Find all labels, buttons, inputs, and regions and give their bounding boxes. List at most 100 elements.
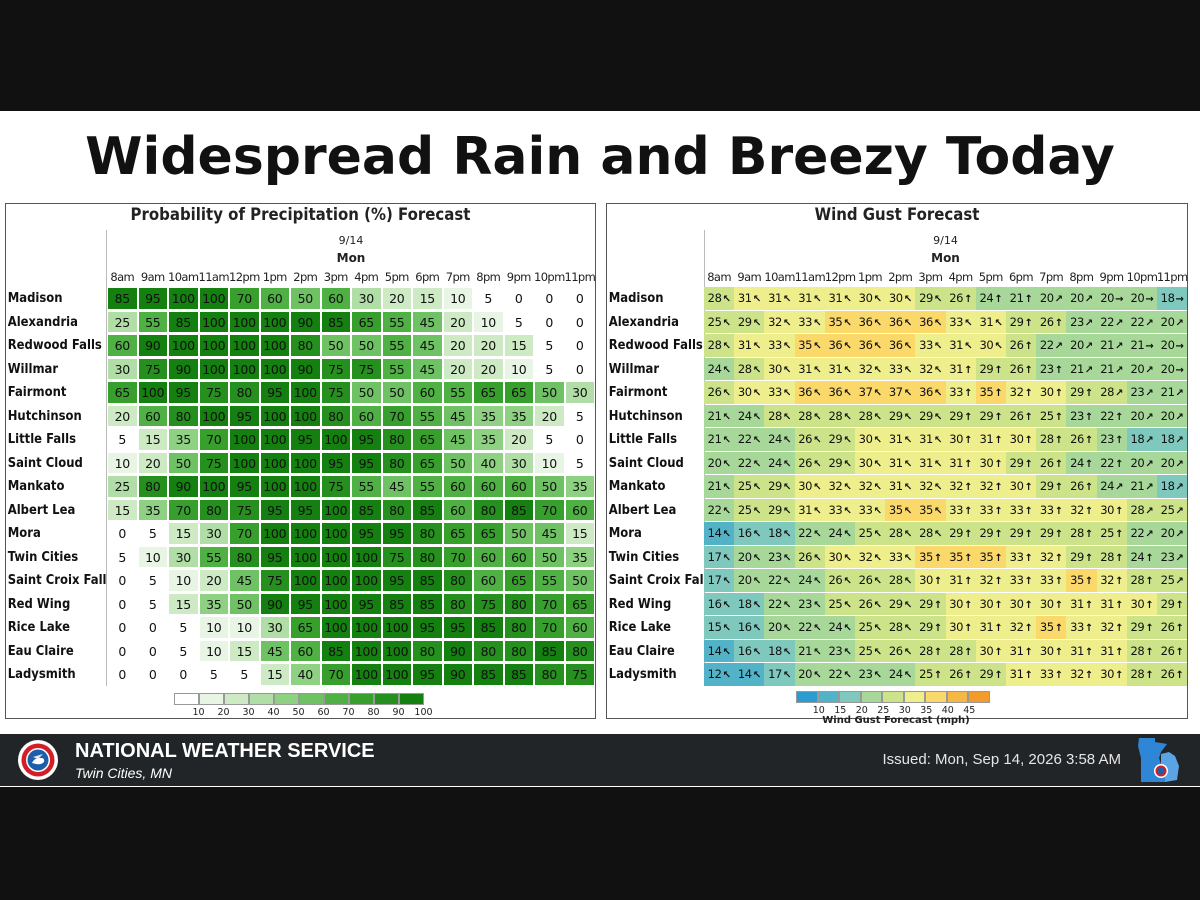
cell-value: 55 (389, 361, 405, 377)
table-row: Twin Cities 5 10 30 55 80 95 100 100 100 75 80 70 60 6… (6, 545, 595, 568)
cell-value: 29 (828, 455, 843, 470)
wind-gust-cell: 20↗ (1126, 451, 1157, 474)
wind-gust-cell: 22↗ (1096, 310, 1127, 333)
precip-cell: 15 (107, 498, 138, 521)
wind-direction-arrow-icon: ↗ (1115, 341, 1124, 352)
cell-value: 32 (828, 479, 843, 493)
cell-value: 30 (1100, 667, 1115, 681)
minnesota-wisconsin-map-icon (1138, 738, 1179, 782)
cell-value: 5 (118, 432, 127, 447)
wind-direction-arrow-icon: ↑ (1084, 411, 1093, 423)
wind-gust-cell: 29↖ (824, 428, 855, 451)
wind-direction-arrow-icon: ↖ (933, 294, 942, 305)
cell-value: 5 (575, 455, 584, 471)
wind-direction-arrow-icon: ↑ (1115, 411, 1124, 423)
cell-value: 60 (358, 408, 375, 424)
wind-direction-arrow-icon: ↑ (1145, 599, 1154, 611)
cell-value: 31 (949, 573, 964, 587)
cell-value: 20 (1070, 338, 1084, 352)
wind-direction-arrow-icon: ↖ (813, 552, 822, 564)
cell-value: 31 (1100, 643, 1115, 658)
cell-value: 100 (293, 408, 317, 424)
cell-value: 28 (1130, 502, 1145, 517)
cell-value: 95 (297, 596, 314, 612)
cell-value: 26 (707, 385, 722, 399)
precip-cell: 0 (107, 569, 138, 592)
cell-value: 50 (389, 385, 405, 400)
precip-cell: 15 (168, 522, 199, 545)
cell-value: 35 (572, 479, 588, 494)
date-label: 9/14 (338, 234, 364, 247)
hour-label-10am: 10am (764, 270, 795, 284)
cell-value: 20 (389, 291, 405, 306)
wind-direction-arrow-icon: ↑ (1115, 529, 1124, 540)
city-label: Twin Cities (7, 548, 79, 565)
wind-direction-arrow-icon: ↑ (1024, 458, 1033, 470)
cell-value: 23 (858, 667, 873, 681)
cell-value: 26 (858, 573, 873, 587)
precipitation-title: Probability of Precipitation (%) Forecas… (130, 205, 471, 225)
precip-cell: 100 (290, 404, 321, 427)
precip-cell: 80 (381, 498, 412, 521)
wind-direction-arrow-icon: ↖ (873, 552, 882, 564)
wind-direction-arrow-icon: ↖ (843, 552, 852, 564)
cell-value: 100 (354, 667, 378, 682)
wind-gust-cell: 31↑ (945, 569, 976, 592)
cell-value: 33 (949, 502, 964, 517)
wind-gust-legend-title: Wind Gust Forecast (mph) (822, 715, 970, 726)
wind-direction-arrow-icon: ↖ (873, 364, 882, 376)
cell-value: 29 (1160, 596, 1175, 611)
cell-value: 70 (328, 667, 344, 682)
hour-label-2pm: 2pm (293, 270, 318, 284)
cell-value: 0 (148, 620, 157, 635)
wind-direction-arrow-icon: ↑ (1054, 388, 1063, 399)
cell-value: 29 (949, 408, 964, 423)
cell-value: 80 (236, 549, 253, 565)
wind-direction-arrow-icon: ↑ (994, 388, 1003, 399)
wind-direction-arrow-icon: ↑ (994, 576, 1003, 587)
precip-cell: 35 (564, 545, 595, 568)
city-label: Redwood Falls (608, 337, 703, 353)
cell-value: 5 (148, 526, 157, 541)
precip-cell: 65 (564, 592, 595, 615)
cell-value: 0 (118, 620, 127, 635)
cell-value: 26 (798, 455, 813, 470)
wind-gust-cell: 24↖ (824, 522, 855, 545)
wind-direction-arrow-icon: ↖ (813, 411, 822, 423)
legend-tick-label: 40 (267, 707, 280, 718)
precip-cell: 95 (137, 287, 168, 310)
wind-gust-cell: 29↑ (1036, 475, 1067, 498)
wind-direction-arrow-icon: ↖ (843, 341, 852, 352)
cell-value: 29 (1039, 479, 1054, 493)
cell-value: 100 (354, 620, 378, 635)
wind-gust-cell: 24↖ (885, 663, 916, 686)
wind-gust-cell: 20↗ (1157, 404, 1188, 427)
cell-value: 95 (389, 526, 405, 541)
legend-tick-label: 15 (834, 705, 847, 716)
wind-gust-cell: 28↖ (824, 404, 855, 427)
wind-direction-arrow-icon: ↖ (873, 388, 882, 399)
cell-value: 0 (575, 361, 584, 377)
wind-direction-arrow-icon: ↖ (752, 670, 761, 681)
cell-value: 33 (949, 385, 964, 399)
precip-cell: 85 (168, 310, 199, 333)
precip-cell: 100 (320, 592, 351, 615)
cell-value: 30 (949, 596, 964, 611)
cell-value: 20 (768, 620, 782, 634)
wind-direction-arrow-icon: ↖ (752, 646, 761, 658)
cell-value: 90 (450, 667, 466, 682)
wind-direction-arrow-icon: ↖ (782, 482, 791, 493)
wind-gust-cell: 23↖ (764, 545, 795, 568)
wind-direction-arrow-icon: ↑ (1054, 505, 1063, 517)
cell-value: 5 (209, 667, 218, 682)
wind-gust-cell: 25↖ (824, 592, 855, 615)
cell-value: 10 (145, 549, 161, 565)
cell-value: 55 (450, 385, 466, 400)
precip-cell: 90 (442, 663, 473, 686)
wind-gust-cell: 31↖ (794, 357, 825, 380)
wind-gust-cell: 20↗ (1126, 404, 1157, 427)
hour-label-9am: 9am (140, 270, 165, 284)
cell-value: 28 (888, 573, 903, 587)
wind-gust-cell: 29↑ (1066, 381, 1097, 404)
wind-gust-cell: 31↖ (794, 498, 825, 521)
